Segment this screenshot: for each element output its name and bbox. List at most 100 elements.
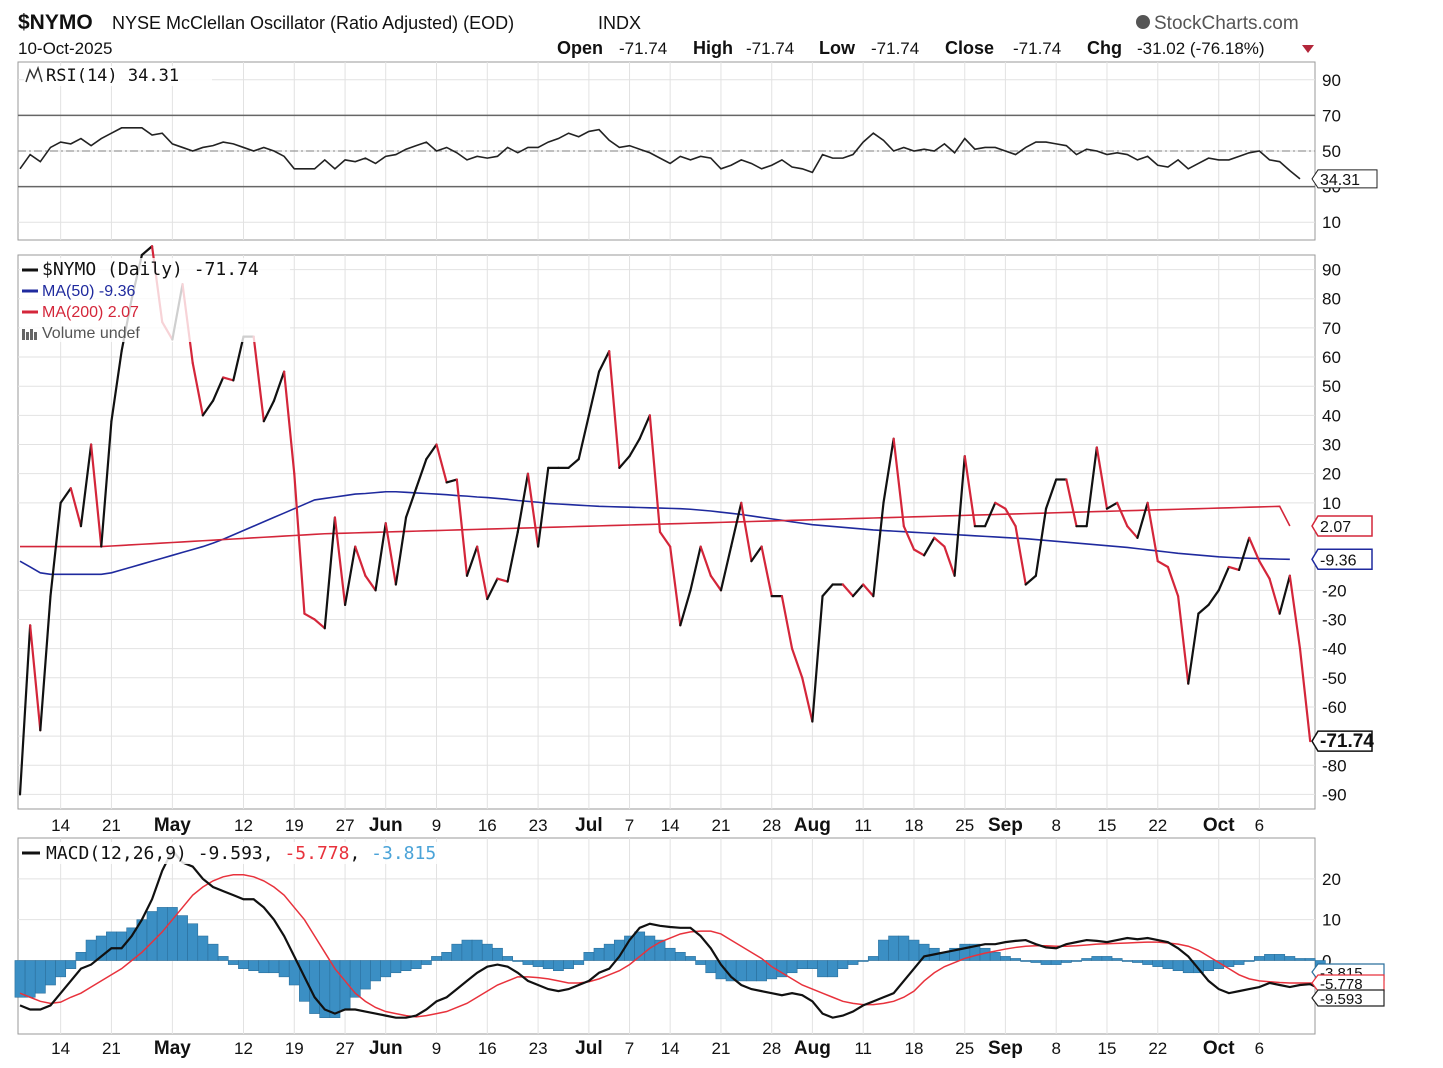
nymo-line-segment [658, 530, 672, 548]
nymo-line-segment [201, 399, 215, 417]
nymo-line-segment [689, 545, 702, 592]
macd-line [19, 848, 1332, 1019]
date-tick-label: 7 [625, 816, 634, 835]
nymo-line-segment [39, 595, 52, 732]
macd-histogram-bar [532, 960, 544, 967]
quote-date: 10-Oct-2025 [18, 39, 113, 58]
date-tick-label: 18 [905, 816, 924, 835]
macd-histogram-bar [512, 960, 524, 962]
price-tick-label: 30 [1322, 436, 1341, 455]
date-tick-label: Oct [1203, 1038, 1235, 1059]
macd-histogram-bar [867, 956, 879, 961]
macd-histogram-bar [593, 947, 605, 961]
nymo-line-segment [384, 522, 397, 586]
rsi-tick-label: 50 [1322, 142, 1341, 161]
macd-histogram-bar [451, 943, 463, 961]
nymo-line-segment [222, 376, 235, 382]
date-tick-label: 21 [711, 1039, 730, 1058]
macd-histogram-bar [563, 960, 574, 969]
macd-histogram-bar [1060, 960, 1072, 963]
date-tick-label: 23 [529, 1039, 548, 1058]
chg-value: -31.02 (-76.18%) [1137, 39, 1265, 58]
ma50-line [19, 490, 1290, 576]
nymo-last-value-tag [1311, 730, 1373, 752]
ma200-last-value-tag [1311, 515, 1373, 537]
nymo-line-segment [211, 376, 225, 402]
macd-histogram-bar [227, 960, 239, 965]
nymo-line-segment [29, 624, 42, 732]
nymo-line-segment [252, 335, 265, 423]
macd-last-value: -9.593 [1320, 991, 1363, 1008]
nymo-line-segment [49, 501, 62, 598]
macd-histogram-bar [431, 956, 442, 961]
close-value: -71.74 [1013, 39, 1061, 58]
nymo-line-segment [821, 583, 834, 598]
date-tick-label: 14 [51, 816, 70, 835]
macd-histogram-bar [857, 960, 869, 962]
macd-tick-label: 10 [1322, 911, 1341, 930]
nymo-line-segment [760, 545, 773, 598]
date-tick-label: 21 [711, 816, 730, 835]
nymo-line-segment [902, 525, 916, 551]
macd-histogram-bar [1121, 960, 1133, 962]
macd-histogram-bar [908, 939, 920, 961]
date-tick-label: Jul [575, 1038, 602, 1059]
rsi-legend-bg [24, 66, 212, 86]
date-tick-label: 22 [1148, 816, 1167, 835]
rsi-last-value: 34.31 [1320, 172, 1360, 189]
nymo-line-segment [364, 574, 377, 592]
macd-histogram-bar [248, 960, 260, 972]
macd-panel [17, 837, 1316, 1035]
macd-histogram-bar [1284, 956, 1296, 961]
nymo-line-segment [140, 245, 154, 257]
brand-logo[interactable]: StockCharts.com [1136, 13, 1299, 34]
nymo-line-segment [191, 361, 204, 417]
macd-histogram-bar [1050, 960, 1062, 965]
nymo-line-segment [476, 545, 489, 601]
nymo-line-segment [1126, 525, 1139, 539]
nymo-line-segment [506, 530, 519, 583]
macd-histogram-bar [471, 939, 483, 961]
date-tick-label: 16 [478, 816, 497, 835]
nymo-line-segment [963, 455, 977, 528]
date-tick-label: May [154, 1038, 191, 1059]
price-tick-label: 10 [1322, 494, 1341, 513]
nymo-line-segment [1004, 507, 1017, 528]
rsi-tick-label: 10 [1322, 213, 1341, 232]
macd-histogram-bar [1101, 956, 1113, 961]
nymo-line-segment [699, 545, 712, 577]
nymo-line-segment [740, 501, 753, 563]
date-tick-label: 14 [661, 816, 680, 835]
ma50-last-value: -9.36 [1320, 552, 1357, 569]
nymo-line-segment [425, 443, 438, 461]
date-tick-label: 28 [762, 816, 781, 835]
macd-histogram-bar [481, 943, 493, 961]
macd-histogram-bar [989, 952, 1001, 961]
date-axes: 14 21 May 12 19 27 Jun 9 16 23 Jul 7 14 21 28 Aug 11 18 25… [51, 815, 1264, 1059]
price-tick-label: 60 [1322, 348, 1341, 367]
macd-histogram-bar [360, 960, 371, 990]
price-tick-label: 50 [1322, 377, 1341, 396]
date-tick-label: Sep [988, 1038, 1023, 1059]
low-value: -71.74 [871, 39, 919, 58]
date-tick-label: Oct [1203, 815, 1235, 836]
macd-histogram-bar [116, 931, 127, 961]
date-tick-label: 25 [955, 1039, 974, 1058]
date-tick-label: 14 [661, 1039, 680, 1058]
nymo-line-segment [841, 583, 855, 598]
macd-histogram-bar [1264, 954, 1275, 961]
macd-histogram-bar [603, 943, 615, 961]
date-tick-label: 15 [1098, 1039, 1117, 1058]
macd-histogram-bar [299, 960, 310, 1002]
high-label: High [693, 38, 733, 58]
date-tick-label: Jun [369, 1038, 403, 1059]
nymo-line-segment [415, 458, 428, 490]
price-tick-label: 90 [1322, 261, 1341, 280]
nymo-line-segment [110, 350, 123, 423]
ma200-last-value: 2.07 [1320, 519, 1351, 536]
volume-icon [30, 329, 33, 340]
macd-last-value-tag [1311, 974, 1385, 992]
date-tick-label: Jun [369, 815, 403, 836]
nymo-line-segment [790, 647, 804, 679]
date-tick-label: 25 [955, 816, 974, 835]
